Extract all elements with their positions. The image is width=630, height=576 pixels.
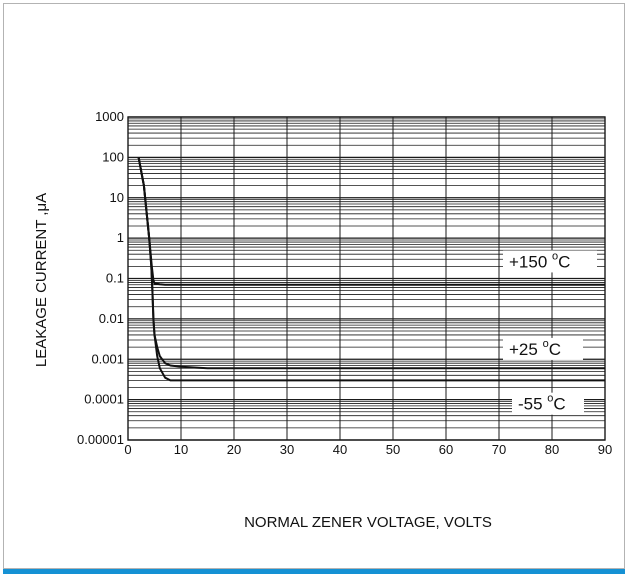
x-tick-label: 0 xyxy=(124,442,131,457)
y-tick-label: 100 xyxy=(102,149,124,164)
x-tick-label: 10 xyxy=(174,442,188,457)
y-tick-label: 0.0001 xyxy=(84,392,124,407)
x-tick-label: 60 xyxy=(439,442,453,457)
grid xyxy=(127,116,606,441)
x-tick-label: 50 xyxy=(386,442,400,457)
tick-labels: 0 10 20 30 40 50 60 70 80 90 0.00001 0.0001 0.001 0.0… xyxy=(77,109,612,457)
x-tick-label: 20 xyxy=(227,442,241,457)
curve-label-background xyxy=(503,250,597,273)
x-axis-title: NORMAL ZENER VOLTAGE, VOLTS xyxy=(244,514,492,531)
y-tick-label: 10 xyxy=(110,190,124,205)
curve-label: +25 oC xyxy=(509,338,561,359)
curves xyxy=(137,157,605,382)
y-tick-label: 0.1 xyxy=(106,271,124,286)
curve-label-background xyxy=(512,392,584,415)
curve-label-background xyxy=(503,337,583,360)
y-tick-label: 0.01 xyxy=(99,311,124,326)
chart-frame xyxy=(3,3,625,569)
x-tick-label: 80 xyxy=(545,442,559,457)
plot-border xyxy=(127,116,606,441)
x-tick-label: 90 xyxy=(598,442,612,457)
curve-label: +150 oC xyxy=(509,250,570,271)
curve-labels: +150 oC +25 oC -55 oC xyxy=(503,250,597,415)
series-line xyxy=(137,157,605,382)
curve-label: -55 oC xyxy=(518,393,566,414)
y-tick-label: 0.001 xyxy=(91,351,124,366)
x-tick-label: 70 xyxy=(492,442,506,457)
accent-bar xyxy=(3,569,625,574)
y-axis-title: LEAKAGE CURRENT ,μA xyxy=(33,193,50,367)
y-tick-label: 1 xyxy=(117,230,124,245)
x-tick-label: 30 xyxy=(280,442,294,457)
x-tick-label: 40 xyxy=(333,442,347,457)
y-tick-label: 0.00001 xyxy=(77,432,124,447)
y-tick-label: 1000 xyxy=(95,109,124,124)
